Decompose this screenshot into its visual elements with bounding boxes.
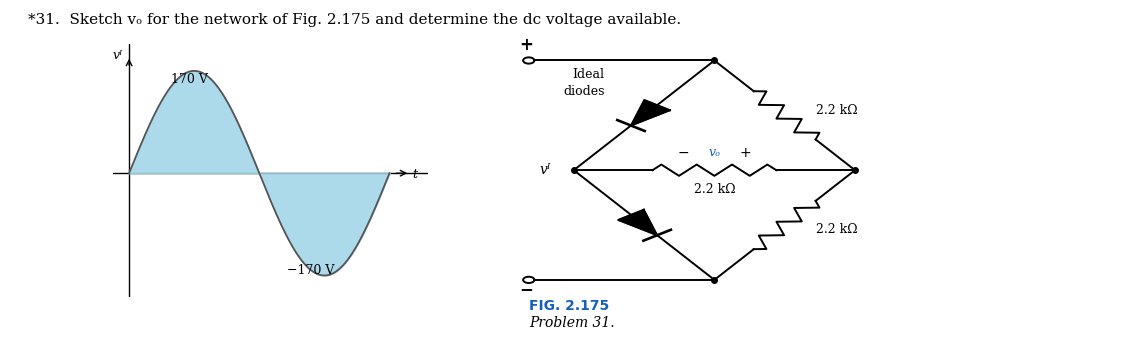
Text: FIG. 2.175: FIG. 2.175: [529, 299, 609, 313]
Text: vᴵ: vᴵ: [112, 49, 123, 62]
Polygon shape: [618, 210, 657, 235]
Text: −: −: [677, 146, 690, 160]
Text: Ideal
diodes: Ideal diodes: [564, 68, 605, 98]
Text: t: t: [412, 168, 417, 181]
Text: Problem 31.: Problem 31.: [529, 316, 614, 330]
Text: 148: 148: [1055, 53, 1114, 82]
Text: 2.2 kΩ: 2.2 kΩ: [693, 183, 736, 196]
Text: vₒ: vₒ: [709, 147, 720, 159]
Text: vᴵ: vᴵ: [540, 163, 551, 177]
Polygon shape: [631, 100, 670, 126]
Text: *31.  Sketch vₒ for the network of Fig. 2.175 and determine the dc voltage avail: *31. Sketch vₒ for the network of Fig. 2…: [28, 13, 682, 28]
Text: +: +: [519, 35, 533, 54]
Text: −: −: [519, 280, 533, 298]
Text: ó5: ó5: [1007, 53, 1027, 68]
Text: 2.2 kΩ: 2.2 kΩ: [816, 104, 857, 117]
Text: +: +: [739, 146, 752, 160]
Text: 170 V: 170 V: [171, 73, 207, 86]
Text: 2.2 kΩ: 2.2 kΩ: [816, 223, 857, 236]
Text: −170 V: −170 V: [287, 264, 334, 277]
